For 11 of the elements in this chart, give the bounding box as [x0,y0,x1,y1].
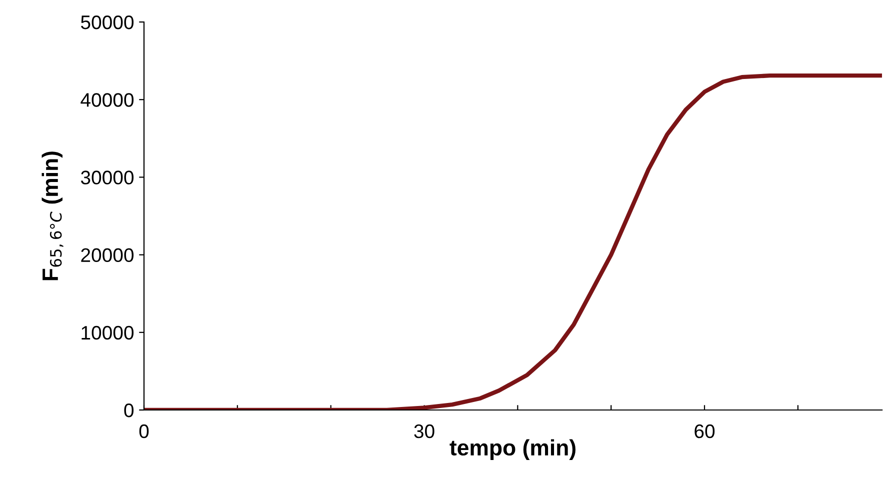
x-tick-label: 30 [414,424,434,438]
y-tick-label: 30000 [80,170,134,184]
y-tick-label: 0 [124,403,134,418]
x-axis-title: tempo (min) [450,439,576,460]
y-axis-title: F$_{65,6°C}$ (min) [42,152,64,280]
y-tick-label: 20000 [81,248,134,262]
y-tick-label: 50000 [80,15,134,30]
y-tick-label: 10000 [82,326,134,340]
x-tick-label: 0 [139,424,149,438]
x-tick-label: 60 [694,424,715,438]
y-tick-label: 40000 [80,93,134,107]
